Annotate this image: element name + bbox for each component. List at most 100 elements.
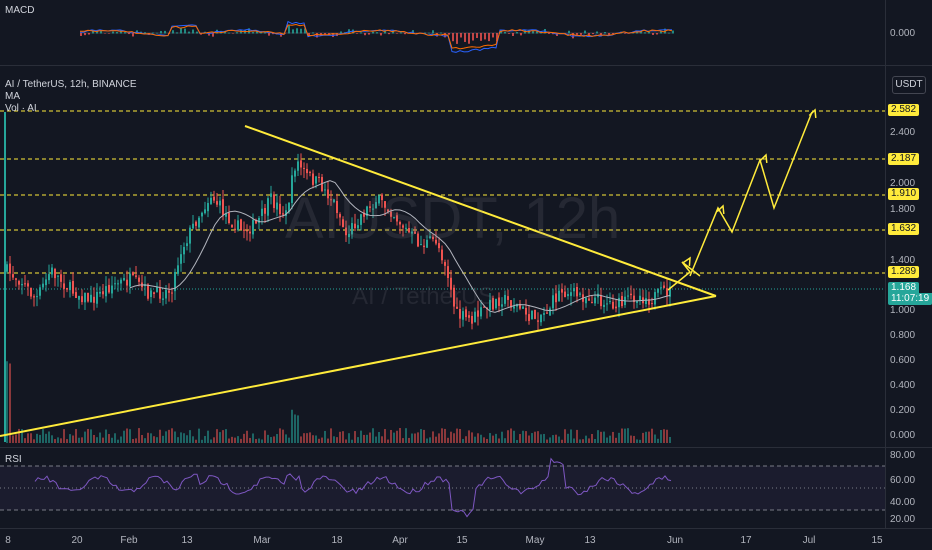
macd-histogram-bar — [556, 33, 558, 36]
currency-button[interactable]: USDT — [892, 76, 926, 94]
candle-body — [657, 288, 659, 293]
level-tag-1289[interactable]: 1.289 — [888, 266, 920, 278]
volume-bar — [669, 436, 671, 443]
macd-pane-separator[interactable] — [0, 65, 932, 66]
candle-body — [519, 303, 521, 309]
volume-bar — [117, 439, 119, 443]
volume-bar — [27, 433, 29, 443]
candle-body — [264, 208, 266, 214]
candle-body — [543, 313, 545, 315]
volume-bar — [378, 432, 380, 443]
ma-legend[interactable]: MA — [5, 91, 20, 102]
volume-bar — [573, 438, 575, 443]
macd-histogram-bar — [428, 32, 430, 34]
volume-bar — [264, 430, 266, 443]
macd-histogram-bar — [284, 33, 286, 34]
time-tick: Jun — [666, 535, 684, 546]
chart-canvas[interactable] — [0, 0, 885, 550]
candle-body — [300, 160, 302, 168]
time-tick: Feb — [120, 535, 138, 546]
candle-body — [579, 293, 581, 295]
macd-histogram-bar — [464, 33, 466, 42]
candle-body — [435, 239, 437, 244]
level-tag-2582[interactable]: 2.582 — [888, 104, 920, 116]
volume-bar — [546, 439, 548, 443]
candle-body — [531, 311, 533, 320]
level-tag-2187[interactable]: 2.187 — [888, 153, 920, 165]
price-tick: 0.600 — [890, 355, 916, 366]
volume-bar — [30, 433, 32, 443]
volume-bar — [168, 429, 170, 443]
volume-bar — [345, 439, 347, 443]
volume-bar — [231, 436, 233, 443]
volume-bar — [504, 438, 506, 443]
volume-bar — [33, 439, 35, 443]
candle-body — [561, 289, 563, 293]
volume-bar — [468, 430, 470, 443]
price-axis[interactable]: 0.000 2.400 2.000 1.800 1.400 1.000 0.80… — [885, 0, 932, 528]
volume-bar — [54, 439, 56, 443]
volume-bar — [609, 435, 611, 443]
candle-body — [36, 296, 38, 298]
symbol-watermark: AIUSDT, 12h — [285, 186, 621, 251]
candle-body — [210, 197, 212, 204]
volume-bar — [381, 436, 383, 443]
rsi-title[interactable]: RSI — [5, 454, 22, 465]
candle-body — [108, 284, 110, 293]
candle-body — [123, 278, 125, 281]
candle-body — [612, 301, 614, 309]
level-tag-1910[interactable]: 1.910 — [888, 188, 920, 200]
volume-bar — [105, 429, 107, 443]
bar-countdown: 11:07:19 — [888, 293, 932, 305]
volume-legend[interactable]: Vol · AI — [5, 103, 37, 114]
macd-histogram-bar — [404, 33, 406, 35]
level-tag-1632[interactable]: 1.632 — [888, 223, 920, 235]
candle-body — [315, 176, 317, 184]
candle-body — [159, 287, 161, 299]
volume-bar — [600, 431, 602, 443]
volume-bar — [474, 436, 476, 443]
candle-body — [501, 304, 503, 307]
volume-bar — [522, 430, 524, 443]
candle-body — [171, 292, 173, 294]
candle-body — [237, 220, 239, 231]
candle-body — [471, 315, 473, 324]
volume-bar — [99, 432, 101, 443]
volume-bar — [432, 431, 434, 443]
candle-body — [18, 281, 20, 285]
volume-bar — [492, 435, 494, 443]
macd-histogram-bar — [128, 33, 130, 35]
volume-bar — [363, 434, 365, 443]
macd-histogram-bar — [388, 33, 390, 35]
volume-bar — [288, 437, 290, 443]
candle-body — [639, 295, 641, 301]
volume-bar — [228, 438, 230, 443]
rsi-pane-separator[interactable] — [0, 447, 932, 448]
candle-body — [24, 283, 26, 285]
volume-bar — [393, 432, 395, 443]
volume-bar — [321, 437, 323, 443]
volume-bar — [579, 439, 581, 443]
volume-bar — [564, 429, 566, 443]
symbol-legend[interactable]: AI / TetherUS, 12h, BINANCE — [5, 79, 137, 90]
candle-body — [132, 272, 134, 276]
macd-histogram-bar — [312, 32, 314, 34]
candle-body — [261, 208, 263, 216]
candle-body — [228, 212, 230, 224]
candle-body — [507, 296, 509, 300]
volume-bar — [336, 437, 338, 443]
candle-body — [324, 189, 326, 191]
candle-body — [510, 300, 512, 308]
candle-body — [156, 286, 158, 293]
macd-title[interactable]: MACD — [5, 5, 35, 16]
volume-bar — [213, 437, 215, 443]
volume-bar — [372, 428, 374, 443]
macd-histogram-bar — [576, 33, 578, 35]
volume-bar — [210, 439, 212, 443]
signal-line — [79, 23, 673, 50]
candle-body — [267, 198, 269, 216]
volume-bar — [207, 430, 209, 443]
volume-bar — [489, 433, 491, 443]
volume-bar — [18, 428, 20, 443]
volume-bar — [402, 438, 404, 443]
